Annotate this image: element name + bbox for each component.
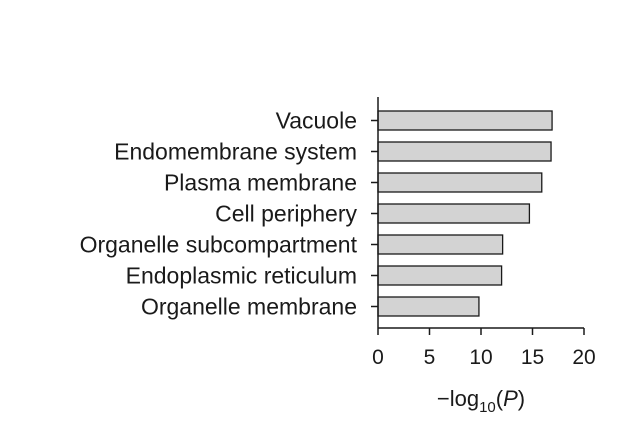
x-axis-title-close: ) bbox=[518, 386, 525, 411]
bar bbox=[377, 234, 504, 255]
x-axis-title-var: P bbox=[503, 386, 518, 411]
bar bbox=[377, 203, 531, 224]
x-tick-label: 5 bbox=[424, 346, 436, 369]
x-axis-title-open: ( bbox=[496, 386, 504, 411]
bar bbox=[377, 296, 480, 317]
category-label: Vacuole bbox=[276, 108, 357, 134]
category-labels: Vacuole Endomembrane system Plasma membran… bbox=[80, 108, 378, 320]
x-tick-label: 20 bbox=[572, 346, 595, 369]
bar bbox=[377, 172, 543, 193]
category-label: Endomembrane system bbox=[114, 139, 357, 165]
category-label: Organelle membrane bbox=[141, 294, 357, 320]
category-label: Cell periphery bbox=[215, 201, 357, 227]
bar bbox=[377, 265, 503, 286]
x-tick-label: 15 bbox=[521, 346, 544, 369]
x-axis-title-subscript: 10 bbox=[479, 399, 496, 416]
category-label: Plasma membrane bbox=[164, 170, 357, 196]
x-tick-label: 0 bbox=[372, 346, 384, 369]
bar bbox=[377, 141, 552, 162]
x-ticks: 0 5 10 15 20 bbox=[372, 328, 596, 369]
x-axis-title-prefix: −log bbox=[437, 386, 479, 411]
category-label: Organelle subcompartment bbox=[80, 232, 358, 258]
x-tick-label: 10 bbox=[469, 346, 492, 369]
bar bbox=[377, 110, 553, 131]
x-axis-title: −log10(P) bbox=[437, 386, 525, 416]
bars-group bbox=[377, 110, 553, 317]
category-label: Endoplasmic reticulum bbox=[126, 263, 357, 289]
